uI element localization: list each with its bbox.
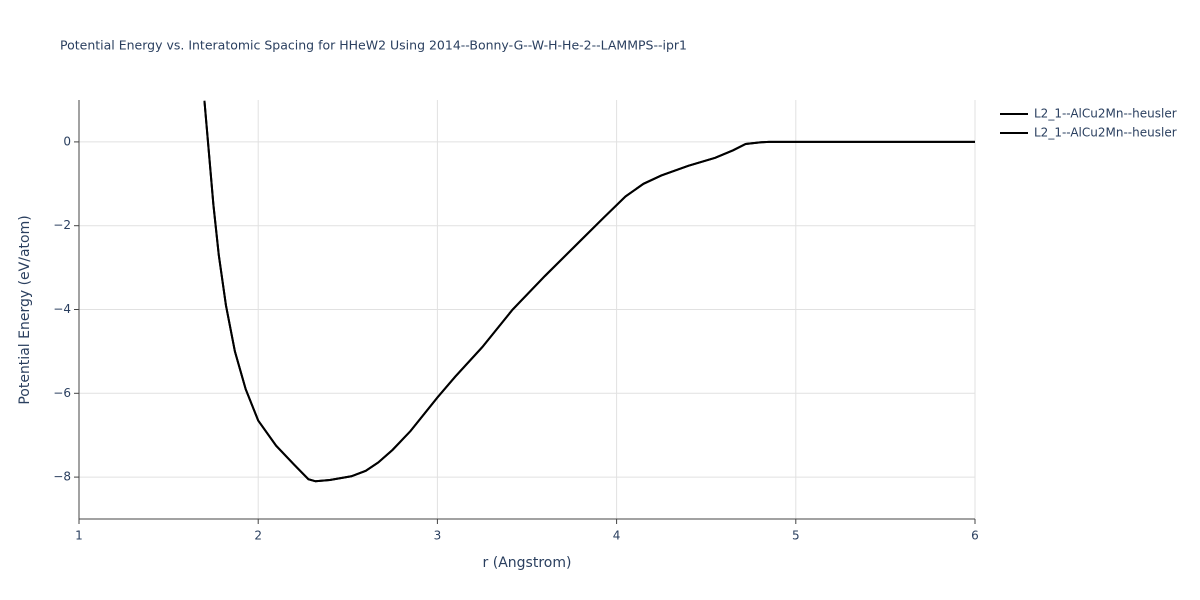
x-tick-label: 2 [254, 529, 262, 543]
x-tick-label: 6 [971, 529, 979, 543]
y-tick-label: −4 [53, 302, 71, 316]
x-tick-label: 3 [434, 529, 442, 543]
x-tick-label: 5 [792, 529, 800, 543]
legend-label: L2_1--AlCu2Mn--heusler [1034, 126, 1177, 140]
line-series [203, 100, 975, 483]
line-series [203, 100, 975, 483]
x-tick-label: 4 [613, 529, 621, 543]
x-tick-label: 1 [75, 529, 83, 543]
y-tick-label: −8 [53, 470, 71, 484]
legend-label: L2_1--AlCu2Mn--heusler [1034, 107, 1177, 121]
x-axis-title: r (Angstrom) [483, 555, 572, 571]
y-tick-label: −6 [53, 386, 71, 400]
y-tick-label: 0 [63, 134, 71, 148]
y-axis-title: Potential Energy (eV/atom) [17, 215, 33, 404]
y-tick-label: −2 [53, 218, 71, 232]
chart-title: Potential Energy vs. Interatomic Spacing… [60, 38, 687, 53]
